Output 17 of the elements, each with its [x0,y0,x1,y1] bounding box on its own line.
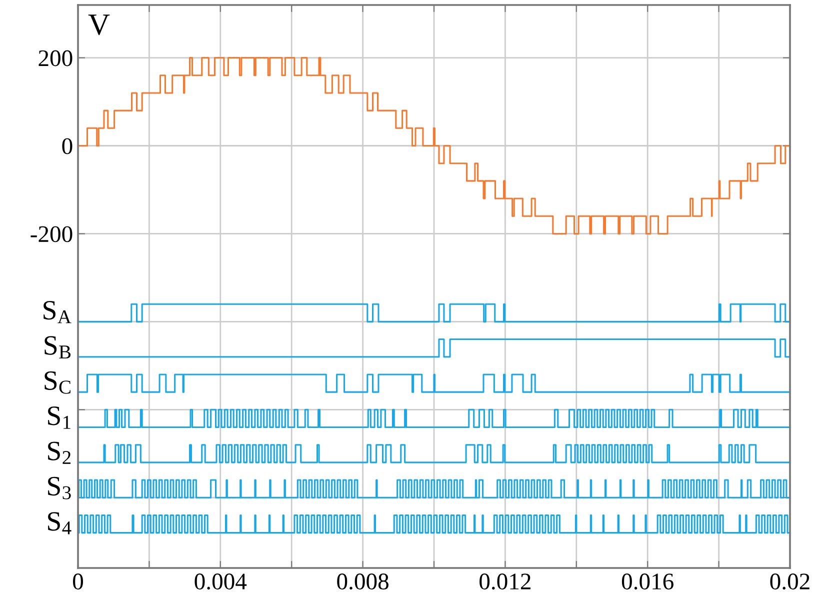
series-label: S$_{3}$ [48,476,71,500]
x-tick-label: 0 [72,574,84,590]
series-label: S$_{C}$ [44,371,70,394]
series-label: S$_{1}$ [48,406,70,429]
series-label: S$_{2}$ [48,442,71,464]
series-label: S$_{4}$ [48,512,72,534]
x-tick-label: 0.012 [480,574,530,590]
y-tick-label: 200 [38,50,72,66]
y-tick-label: -200 [30,226,72,242]
x-tick-label: 0.008 [337,574,388,590]
x-tick-label: 0.016 [622,574,674,590]
series-label: S$_{A}$ [44,300,72,324]
y-tick-label: 0 [62,138,72,154]
x-tick-label: 0.004 [194,574,247,590]
y-axis-title: V [88,14,110,36]
series-label: S$_{B}$ [44,336,71,358]
x-tick-label: 0.02 [770,574,810,590]
